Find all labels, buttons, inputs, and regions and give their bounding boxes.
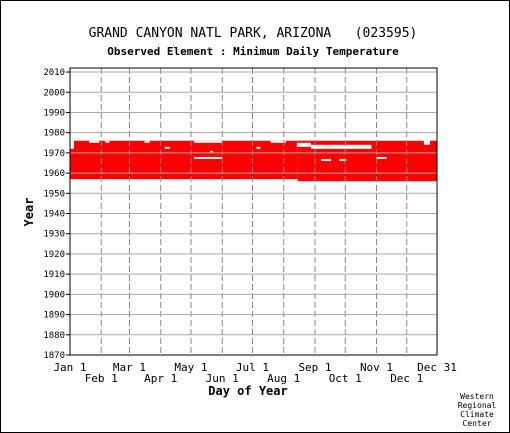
y-tick-label-1880: 1880 xyxy=(43,331,65,341)
x-tick-label-upper-0: Jan 1 xyxy=(53,361,86,374)
x-tick-label-lower-1: Apr 1 xyxy=(144,372,177,385)
data-gap-4 xyxy=(164,146,170,149)
data-gap-2 xyxy=(105,140,110,143)
chart-title: GRAND CANYON NATL PARK, ARIZONA (023595) xyxy=(89,26,418,41)
x-tick-label-lower-0: Feb 1 xyxy=(85,372,118,385)
y-tick-label-1920: 1920 xyxy=(43,250,65,260)
y-tick-label-2000: 2000 xyxy=(43,88,65,98)
x-tick-label-lower-5: Dec 1 xyxy=(390,372,423,385)
x-tick-label-upper-4: Sep 1 xyxy=(298,361,331,374)
y-tick-label-1970: 1970 xyxy=(43,149,65,159)
data-gap-0 xyxy=(70,140,75,149)
y-tick-label-1910: 1910 xyxy=(43,270,65,280)
data-gap-13 xyxy=(339,158,347,161)
axis-layer: 2010 2000 1990 1980 1970 1960 1950 1940 1930 1920… xyxy=(43,68,457,385)
y-tick-label-1990: 1990 xyxy=(43,108,65,118)
data-gap-7 xyxy=(210,150,214,153)
y-axis-label: Year xyxy=(22,198,36,227)
x-tick-label-upper-2: May 1 xyxy=(174,361,207,374)
x-tick-label-upper-3: Jul 1 xyxy=(236,361,269,374)
credit-line-2: Regional xyxy=(458,401,497,410)
data-gap-15 xyxy=(423,140,430,145)
data-gap-3 xyxy=(144,140,150,143)
x-axis-label: Day of Year xyxy=(208,384,287,398)
x-tick-label-upper-6: Dec 31 xyxy=(417,361,457,374)
data-gap-8 xyxy=(256,146,261,149)
credit-block: Western Regional Climate Center xyxy=(458,392,497,428)
y-tick-label-1980: 1980 xyxy=(43,129,65,139)
data-gap-6 xyxy=(194,156,223,159)
y-tick-label-1930: 1930 xyxy=(43,230,65,240)
data-gap-5 xyxy=(194,140,223,143)
plot-area xyxy=(69,67,438,356)
credit-line-3: Climate xyxy=(460,410,494,419)
y-tick-label-1890: 1890 xyxy=(43,311,65,321)
data-gap-1 xyxy=(89,140,100,143)
x-tick-label-lower-2: Jun 1 xyxy=(206,372,239,385)
y-tick-label-1940: 1940 xyxy=(43,210,65,220)
x-tick-label-upper-1: Mar 1 xyxy=(113,361,146,374)
data-gap-12 xyxy=(321,158,332,161)
grid-layer xyxy=(70,68,437,355)
data-gap-11 xyxy=(310,144,372,149)
credit-line-1: Western xyxy=(460,392,494,401)
x-tick-label-lower-3: Aug 1 xyxy=(267,372,300,385)
x-tick-label-upper-5: Nov 1 xyxy=(360,361,393,374)
y-tick-label-1870: 1870 xyxy=(43,351,65,361)
chart-subtitle: Observed Element : Minimum Daily Tempera… xyxy=(107,45,399,58)
data-gap-14 xyxy=(376,156,387,159)
y-tick-label-1900: 1900 xyxy=(43,290,65,300)
data-gap-10 xyxy=(296,142,311,147)
x-tick-label-lower-4: Oct 1 xyxy=(329,372,362,385)
y-tick-label-1950: 1950 xyxy=(43,189,65,199)
y-tick-label-1960: 1960 xyxy=(43,169,65,179)
credit-line-4: Center xyxy=(463,419,492,428)
data-gap-9 xyxy=(270,140,286,143)
y-tick-label-2010: 2010 xyxy=(43,68,65,78)
